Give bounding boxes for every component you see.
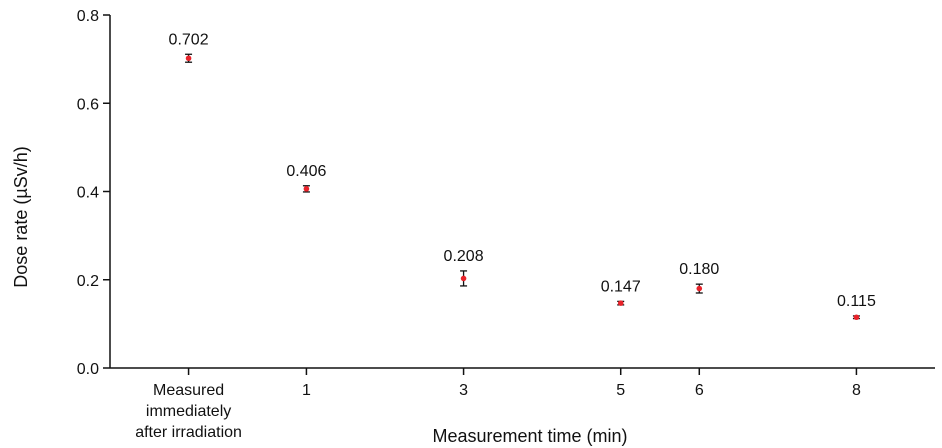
data-point-group: 0.147: [601, 278, 641, 306]
data-label: 0.115: [837, 293, 876, 310]
y-axis-title: Dose rate (µSv/h): [11, 146, 31, 287]
y-tick-label: 0.0: [77, 361, 99, 378]
data-point-group: 0.180: [679, 261, 719, 294]
data-label: 0.406: [286, 163, 326, 180]
x-tick-label: 6: [695, 382, 704, 399]
data-point-group: 0.702: [169, 31, 209, 63]
data-label: 0.147: [601, 278, 641, 295]
data-point: [853, 314, 860, 321]
axes: [109, 15, 935, 369]
data-point: [303, 186, 310, 192]
x-axis-ticks: Measured immediately after irradiation 1 3 5 6…: [135, 368, 861, 441]
data-point: [696, 285, 703, 292]
y-tick-label: 0.2: [77, 273, 99, 290]
x-tick-label: Measured immediately after irradiation: [135, 382, 242, 441]
data-label: 0.180: [679, 261, 719, 278]
x-tick-label: 8: [852, 382, 861, 399]
data-point: [617, 300, 624, 306]
data-point-group: 0.115: [837, 293, 876, 321]
x-tick-label: 3: [459, 382, 468, 399]
data-point: [460, 275, 467, 282]
y-axis-ticks: 0.0 0.2 0.4 0.6 0.8: [77, 8, 110, 378]
data-points: 0.702 0.406 0.208 0.147 0.180 0.115: [169, 31, 876, 321]
data-label: 0.208: [444, 248, 484, 265]
y-tick-label: 0.6: [77, 96, 99, 113]
data-point-group: 0.208: [444, 248, 484, 287]
y-tick-label: 0.8: [77, 8, 99, 25]
y-tick-label: 0.4: [77, 185, 99, 202]
x-tick-label: 1: [302, 382, 311, 399]
data-label: 0.702: [169, 31, 209, 48]
data-point-group: 0.406: [286, 163, 327, 193]
x-axis-title: Measurement time (min): [432, 426, 627, 446]
data-point: [185, 55, 192, 62]
x-tick-label: 5: [616, 382, 625, 399]
